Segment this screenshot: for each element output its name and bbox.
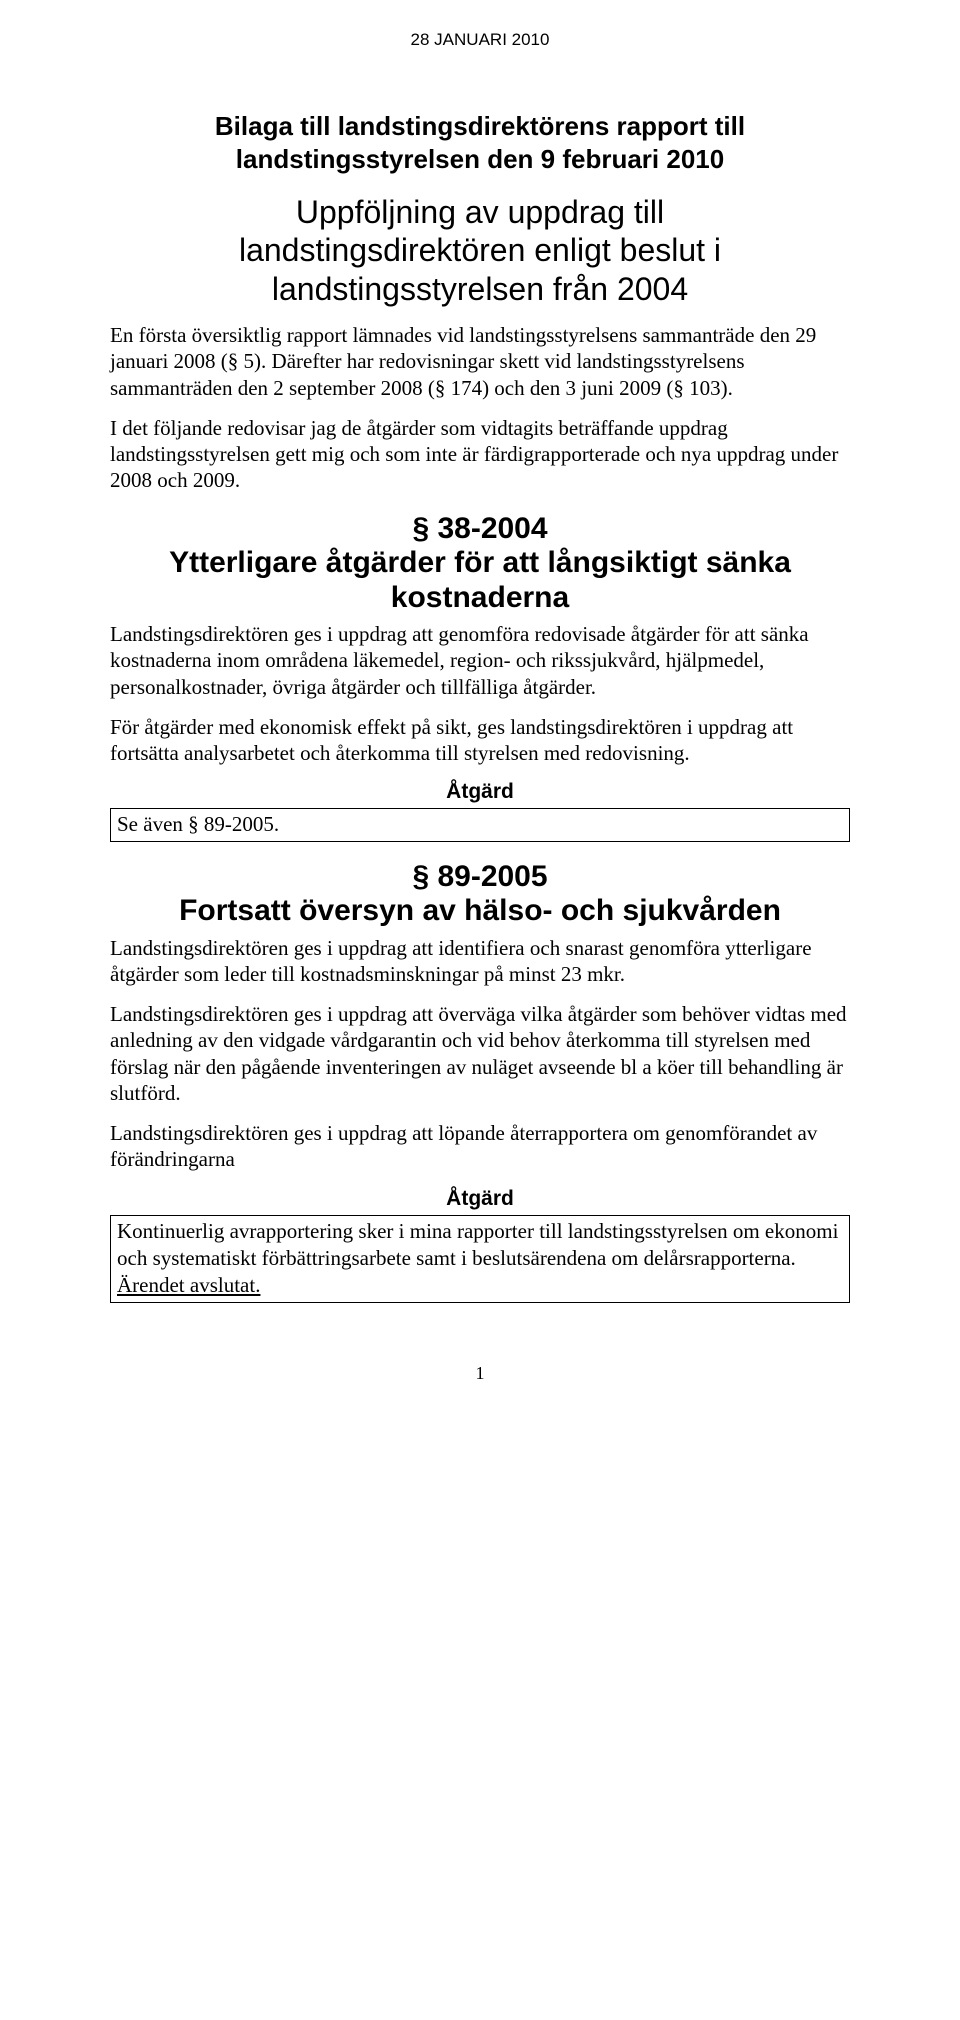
section-38-action-box: Se även § 89-2005. xyxy=(110,808,850,841)
section-38-paragraph-1: Landstingsdirektören ges i uppdrag att g… xyxy=(110,621,850,700)
section-38-title-line-1: Ytterligare åtgärder för att långsiktigt… xyxy=(169,546,791,579)
document-title: Bilaga till landstingsdirektörens rappor… xyxy=(110,110,850,175)
section-89-paragraph-1: Landstingsdirektören ges i uppdrag att i… xyxy=(110,935,850,988)
section-89-number: § 89-2005 xyxy=(412,860,547,893)
atgard-label-2: Åtgärd xyxy=(110,1187,850,1211)
subtitle-line-1: Uppföljning av uppdrag till xyxy=(296,194,664,230)
section-89-paragraph-2: Landstingsdirektören ges i uppdrag att ö… xyxy=(110,1001,850,1106)
section-89-box-closed: Ärendet avslutat. xyxy=(117,1273,260,1297)
document-page: 28 JANUARI 2010 Bilaga till landstingsdi… xyxy=(0,0,960,2020)
subtitle-line-2: landstingsdirektören enligt beslut i xyxy=(239,232,721,268)
section-38-box-text: Se även § 89-2005. xyxy=(117,812,279,836)
section-89-title: Fortsatt översyn av hälso- och sjukvårde… xyxy=(179,894,781,927)
page-number: 1 xyxy=(110,1363,850,1384)
section-89-heading: § 89-2005 Fortsatt översyn av hälso- och… xyxy=(110,860,850,929)
atgard-label-1: Åtgärd xyxy=(110,780,850,804)
intro-paragraph-2: I det följande redovisar jag de åtgärder… xyxy=(110,415,850,494)
intro-paragraph-1: En första översiktlig rapport lämnades v… xyxy=(110,322,850,401)
header-date: 28 JANUARI 2010 xyxy=(110,30,850,50)
section-89-action-box: Kontinuerlig avrapportering sker i mina … xyxy=(110,1215,850,1303)
document-subtitle: Uppföljning av uppdrag till landstingsdi… xyxy=(110,193,850,308)
section-38-heading: § 38-2004 Ytterligare åtgärder för att l… xyxy=(110,512,850,616)
subtitle-line-3: landstingsstyrelsen från 2004 xyxy=(272,271,688,307)
section-38-title-line-2: kostnaderna xyxy=(391,581,569,614)
section-38-number: § 38-2004 xyxy=(412,512,547,545)
title-line-1: Bilaga till landstingsdirektörens rappor… xyxy=(215,111,745,141)
section-89-paragraph-3: Landstingsdirektören ges i uppdrag att l… xyxy=(110,1120,850,1173)
section-38-paragraph-2: För åtgärder med ekonomisk effekt på sik… xyxy=(110,714,850,767)
section-89-box-paragraph: Kontinuerlig avrapportering sker i mina … xyxy=(117,1219,838,1270)
title-line-2: landstingsstyrelsen den 9 februari 2010 xyxy=(236,144,724,174)
